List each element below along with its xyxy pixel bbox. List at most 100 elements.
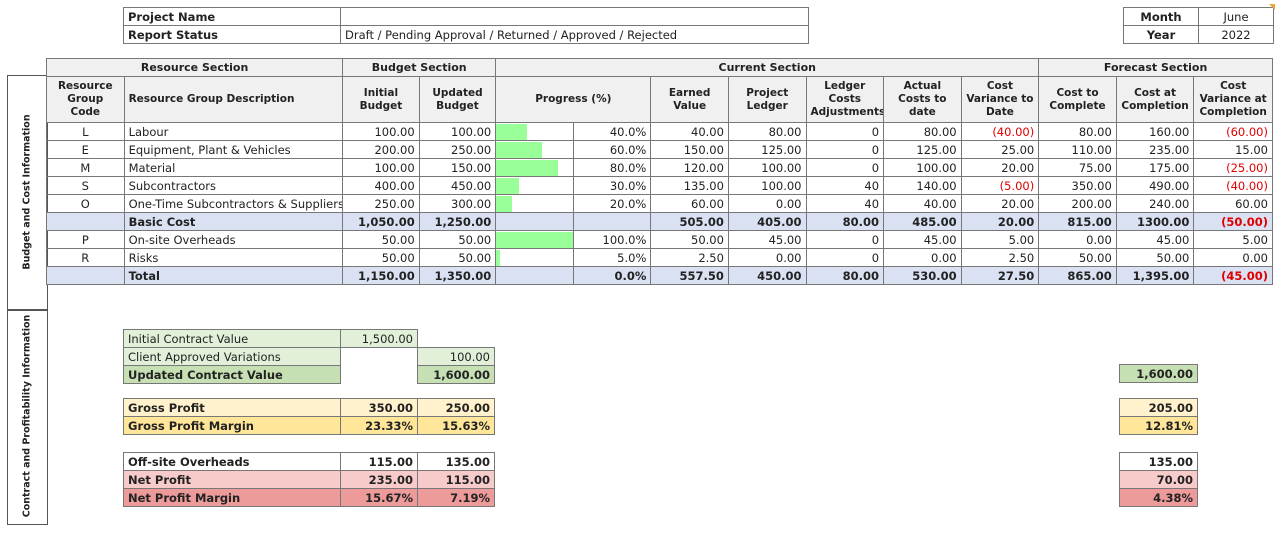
initial-budget-cell[interactable]: 200.00 [342,140,420,159]
actual-costs-cell: 0.00 [883,248,962,267]
basic-cost-cvd: 20.00 [960,212,1040,231]
resource-code: S [46,176,125,195]
offsite-overheads-updated[interactable]: 135.00 [417,452,495,471]
forecast-gross-profit-margin: 12.81% [1119,416,1198,435]
progress-bar-cell [495,158,574,177]
cost-variance-date-cell: (40.00) [960,122,1040,141]
total-code [46,266,125,285]
basic-cost-cac: 1300.00 [1115,212,1195,231]
forecast-updated-contract-value: 1,600.00 [1119,364,1198,383]
updated-budget-cell[interactable]: 50.00 [418,248,497,267]
comment-indicator-icon[interactable] [1269,4,1275,10]
forecast-net-profit: 70.00 [1119,470,1198,489]
project-name-field[interactable] [340,7,809,26]
earned-value-cell: 60.00 [650,194,729,213]
updated-budget-cell[interactable]: 100.00 [418,122,497,141]
col-header-updated-budget: Updated Budget [418,76,497,123]
ledger-adjustment-cell[interactable]: 0 [805,248,885,267]
progress-bar-cell [495,194,574,213]
project-info-table: Project Name Report Status Draft / Pendi… [123,7,809,44]
progress-bar-fill [496,177,520,194]
resource-description: Subcontractors [123,176,344,195]
resource-description: Risks [123,248,344,267]
progress-pct-cell: 60.0% [572,140,652,159]
empty-cell [340,347,418,366]
basic-cost-cvc: (50.00) [1193,212,1273,231]
initial-budget-cell[interactable]: 100.00 [342,122,420,141]
report-status-field[interactable]: Draft / Pending Approval / Returned / Ap… [340,25,809,44]
ledger-adjustment-cell[interactable]: 40 [805,194,885,213]
offsite-overheads-initial[interactable]: 115.00 [340,452,418,471]
cost-to-complete-cell: 0.00 [1038,230,1117,249]
project-ledger-cell[interactable]: 80.00 [727,122,807,141]
forecast-gross-profit-table: 205.00 12.81% [1119,398,1198,435]
resource-row: S Subcontractors 400.00 450.00 30.0% 135.00 10… [46,176,1273,195]
total-updated: 1,350.00 [418,266,497,285]
ledger-adjustment-cell[interactable]: 40 [805,176,885,195]
initial-budget-cell[interactable]: 250.00 [342,194,420,213]
actual-costs-cell: 125.00 [883,140,962,159]
col-header-ledger-adjustments: Ledger Costs Adjustments [805,76,885,123]
resource-description: On-site Overheads [123,230,344,249]
cost-to-complete-cell: 75.00 [1038,158,1117,177]
forecast-offsite-overheads[interactable]: 135.00 [1119,452,1198,471]
initial-budget-cell[interactable]: 100.00 [342,158,420,177]
col-header-cost-variance-completion: Cost Variance at Completion [1193,76,1273,123]
updated-contract-value-label: Updated Contract Value [123,365,341,384]
basic-cost-progress-pct [572,212,652,231]
ledger-adjustment-cell[interactable]: 0 [805,140,885,159]
col-header-cost-to-complete: Cost to Complete [1038,76,1117,123]
client-variations-value[interactable]: 100.00 [417,347,495,366]
total-row: Total 1,150.00 1,350.00 0.0% 557.50 450.… [46,266,1273,285]
earned-value-cell: 50.00 [650,230,729,249]
basic-cost-ctc: 815.00 [1038,212,1117,231]
project-ledger-cell[interactable]: 0.00 [727,248,807,267]
year-field[interactable]: 2022 [1198,25,1274,44]
resource-description: One-Time Subcontractors & Suppliers [123,194,344,213]
period-table: Month June Year 2022 [1123,7,1274,44]
project-name-label: Project Name [123,7,341,26]
initial-budget-cell[interactable]: 50.00 [342,248,420,267]
contract-side-label: Contract and Profitability Information [21,314,33,518]
ledger-adjustment-cell[interactable]: 0 [805,158,885,177]
updated-budget-cell[interactable]: 150.00 [418,158,497,177]
updated-budget-cell[interactable]: 300.00 [418,194,497,213]
earned-value-cell: 40.00 [650,122,729,141]
empty-cell [340,365,418,384]
total-actual: 530.00 [883,266,962,285]
initial-budget-cell[interactable]: 400.00 [342,176,420,195]
initial-contract-value[interactable]: 1,500.00 [340,329,418,348]
resource-code: R [46,248,125,267]
ledger-adjustment-cell[interactable]: 0 [805,230,885,249]
budget-cost-table: Resource Section Budget Section Current … [45,58,1273,285]
initial-budget-cell[interactable]: 50.00 [342,230,420,249]
client-variations-label: Client Approved Variations [123,347,341,366]
actual-costs-cell: 100.00 [883,158,962,177]
project-ledger-cell[interactable]: 100.00 [727,176,807,195]
resource-row: O One-Time Subcontractors & Suppliers 250.… [46,194,1273,213]
cost-variance-date-cell: 20.00 [960,194,1040,213]
updated-budget-cell[interactable]: 250.00 [418,140,497,159]
project-ledger-cell[interactable]: 45.00 [727,230,807,249]
forecast-net-profit-margin: 4.38% [1119,488,1198,507]
col-header-progress: Progress (%) [495,76,652,123]
project-ledger-cell[interactable]: 100.00 [727,158,807,177]
resource-row: R Risks 50.00 50.00 5.0% 2.50 0.00 0 0.00 2.50 50.… [46,248,1273,267]
total-cac: 1,395.00 [1115,266,1195,285]
progress-pct-cell: 40.0% [572,122,652,141]
earned-value-cell: 135.00 [650,176,729,195]
total-label: Total [123,266,344,285]
resource-code: L [46,122,125,141]
ledger-adjustment-cell[interactable]: 0 [805,122,885,141]
col-header-desc: Resource Group Description [123,76,344,123]
project-ledger-cell[interactable]: 0.00 [727,194,807,213]
updated-budget-cell[interactable]: 50.00 [418,230,497,249]
project-ledger-cell[interactable]: 125.00 [727,140,807,159]
cost-at-completion-cell: 160.00 [1115,122,1195,141]
actual-costs-cell: 80.00 [883,122,962,141]
contract-value-table: Initial Contract Value 1,500.00 Client A… [123,329,495,384]
month-field[interactable]: June [1198,7,1274,26]
resource-code: O [46,194,125,213]
updated-budget-cell[interactable]: 450.00 [418,176,497,195]
cost-at-completion-cell: 240.00 [1115,194,1195,213]
